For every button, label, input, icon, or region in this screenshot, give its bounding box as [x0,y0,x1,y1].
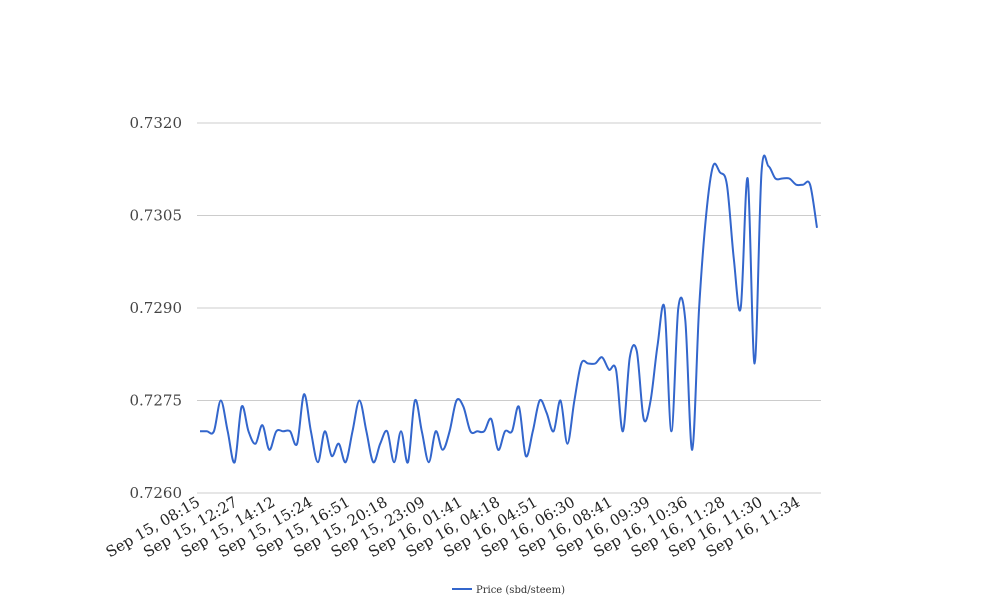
y-tick-label: 0.7320 [130,114,183,132]
y-tick-label: 0.7305 [130,207,183,225]
gridlines [197,122,821,494]
legend-label: Price (sbd/steem) [476,585,565,596]
y-tick-label: 0.7260 [130,484,183,502]
y-tick-label: 0.7290 [130,299,183,317]
series-layer [200,154,818,464]
y-axis-ticks: 0.7260 0.7275 0.7290 0.7305 0.7320 [130,114,183,502]
legend: Price (sbd/steem) [452,585,565,596]
y-tick-label: 0.7275 [130,392,183,410]
series-line-price [200,154,818,464]
